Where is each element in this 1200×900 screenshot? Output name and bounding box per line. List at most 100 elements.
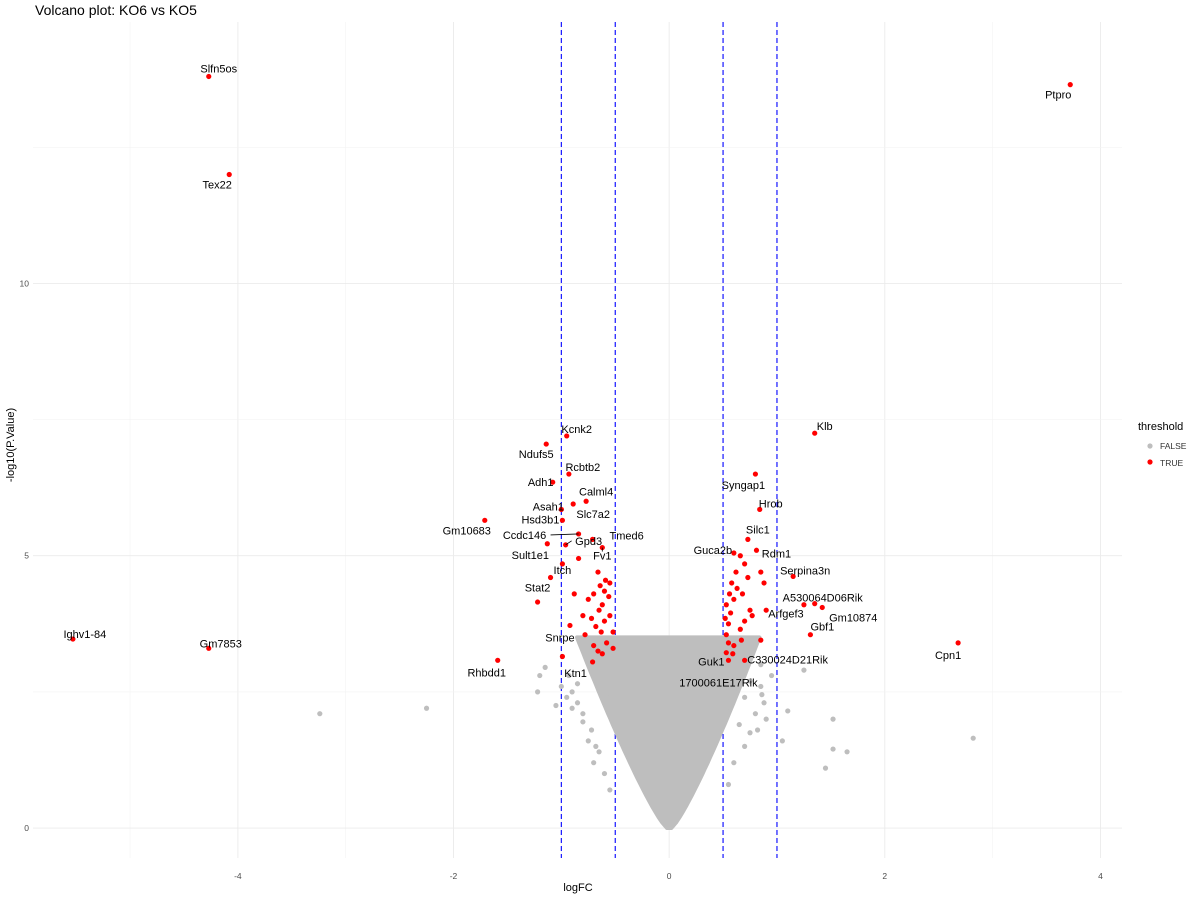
- point-nonsignificant: [754, 727, 761, 733]
- point-nonsignificant: [752, 711, 759, 717]
- point-nonsignificant: [558, 683, 564, 690]
- point-significant: [610, 629, 616, 635]
- point-significant: [729, 580, 735, 586]
- point-nonsignificant: [801, 667, 807, 673]
- gene-label: Gm10874: [829, 612, 877, 624]
- point-nonsignificant: [423, 705, 430, 711]
- point-significant: [758, 637, 764, 643]
- gene-label: Guca2b: [694, 545, 733, 557]
- point-significant-labeled: [70, 636, 76, 642]
- y-tick-label: 0: [24, 823, 29, 833]
- point-nonsignificant: [542, 664, 548, 670]
- gene-label: Fv1: [593, 551, 611, 563]
- gene-label: Asah1: [533, 501, 564, 513]
- gene-label: Gpd3: [575, 536, 602, 548]
- point-significant: [585, 596, 591, 602]
- point-significant: [535, 599, 541, 605]
- point-significant-labeled: [567, 622, 573, 629]
- point-significant-labeled: [558, 506, 564, 513]
- point-significant-labeled: [495, 657, 501, 663]
- point-significant: [749, 613, 755, 619]
- point-significant: [730, 651, 736, 657]
- point-significant: [723, 632, 729, 638]
- x-axis-label: logFC: [563, 882, 592, 894]
- point-significant-labeled: [226, 171, 232, 178]
- point-significant: [599, 651, 605, 657]
- label-leader: [565, 540, 572, 546]
- point-nonsignificant: [763, 716, 769, 722]
- point-nonsignificant: [725, 781, 732, 788]
- legend: threshold FALSE TRUE: [1138, 421, 1187, 468]
- point-nonsignificant: [580, 711, 586, 717]
- point-significant-labeled: [801, 602, 807, 608]
- point-nonsignificant: [830, 716, 836, 722]
- point-significant: [761, 580, 767, 586]
- point-significant: [731, 642, 737, 649]
- y-axis-ticks: 0 5 10: [20, 278, 30, 833]
- point-nonsignificant: [574, 681, 581, 687]
- gene-label: Tex22: [203, 179, 232, 191]
- point-nonsignificant: [537, 672, 543, 679]
- point-nonsignificant: [535, 689, 541, 695]
- gene-label: Syngap1: [722, 480, 765, 492]
- gene-label: Gm10683: [443, 525, 491, 537]
- point-significant-labeled: [742, 657, 748, 663]
- point-significant-labeled: [725, 657, 732, 663]
- point-significant: [598, 629, 604, 635]
- gene-labels: Slfn5os Ptpro Tex22 Klb Kcnk2 Ndufs5 Rcbtb2 Adh…: [63, 63, 1071, 689]
- gene-label: Arfgef3: [768, 609, 803, 621]
- nonsignificant-cloud: [575, 635, 762, 830]
- point-significant-labeled: [564, 433, 570, 439]
- point-significant: [597, 583, 603, 589]
- gene-label: Kcnk2: [561, 424, 592, 436]
- y-axis-label: -log10(P.Value): [5, 408, 17, 482]
- point-nonsignificant: [822, 765, 829, 771]
- x-axis-ticks: -4 -2 0 2 4: [234, 871, 1103, 881]
- point-nonsignificant: [596, 749, 602, 755]
- point-significant-labeled: [583, 498, 589, 504]
- point-nonsignificant: [588, 727, 595, 733]
- legend-swatch-true: [1147, 459, 1153, 465]
- point-significant-labeled: [812, 601, 818, 607]
- point-significant: [595, 569, 601, 575]
- point-nonsignificant: [731, 760, 737, 766]
- point-significant: [737, 553, 743, 559]
- point-significant: [763, 607, 769, 613]
- grid-lines: [33, 22, 1122, 858]
- gene-label: Itch: [554, 565, 572, 577]
- point-significant: [723, 602, 729, 608]
- point-significant-labeled: [753, 547, 760, 553]
- point-significant-labeled: [745, 536, 751, 542]
- point-significant-labeled: [819, 604, 825, 611]
- point-significant-labeled: [547, 574, 554, 581]
- point-significant: [739, 591, 746, 597]
- y-tick-label: 10: [20, 278, 30, 288]
- gene-label: A530064D06Rik: [783, 593, 864, 605]
- point-significant-labeled: [757, 506, 763, 513]
- gene-label: Tmed6: [609, 530, 643, 542]
- gene-label: Ptpro: [1045, 90, 1071, 102]
- point-significant-labeled: [807, 632, 813, 638]
- point-significant: [575, 555, 582, 562]
- point-nonsignificant: [779, 738, 785, 744]
- label-leader: [550, 533, 579, 536]
- point-significant: [607, 613, 613, 619]
- point-significant: [733, 569, 739, 575]
- point-nonsignificant: [844, 749, 850, 755]
- point-nonsignificant: [742, 694, 748, 700]
- point-significant: [725, 621, 732, 627]
- point-significant-labeled: [955, 640, 961, 646]
- point-nonsignificant: [736, 721, 742, 728]
- label-leaders: [550, 533, 603, 552]
- point-nonsignificant: [601, 770, 608, 777]
- gene-label: Sult1e1: [512, 550, 549, 562]
- point-significant: [604, 640, 610, 646]
- point-nonsignificant: [569, 705, 575, 711]
- point-significant-labeled: [812, 430, 818, 436]
- point-significant-labeled: [559, 561, 566, 567]
- point-significant: [742, 561, 748, 567]
- point-nonsignificant: [830, 746, 836, 752]
- point-significant-labeled: [559, 517, 566, 523]
- point-significant-labeled: [206, 73, 212, 80]
